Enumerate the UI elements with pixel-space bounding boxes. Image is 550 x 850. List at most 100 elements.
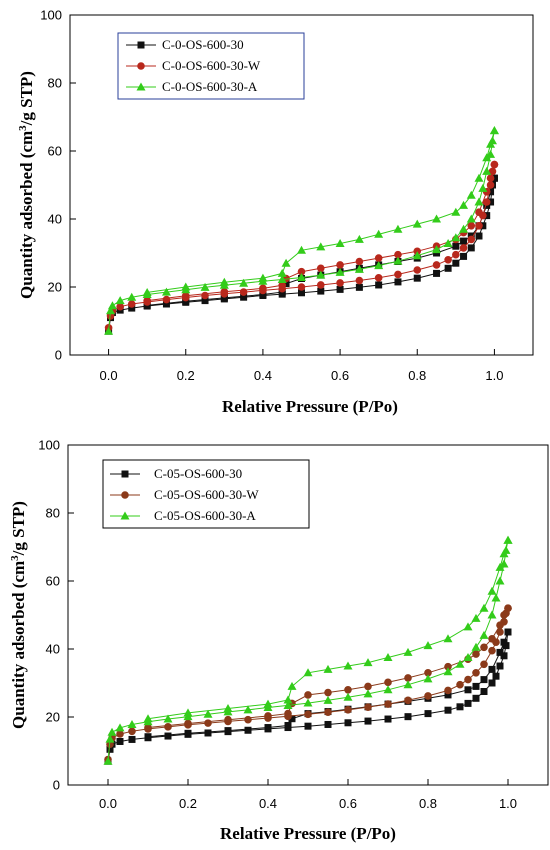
x-tick-label: 0.0 bbox=[99, 796, 117, 811]
data-point bbox=[496, 662, 504, 670]
data-point bbox=[364, 717, 372, 725]
data-point bbox=[336, 279, 344, 287]
data-point bbox=[354, 264, 364, 273]
data-point bbox=[384, 700, 392, 708]
series-line-desorption bbox=[147, 164, 495, 302]
data-point bbox=[490, 174, 498, 182]
data-point bbox=[344, 719, 352, 727]
data-point bbox=[432, 261, 441, 269]
data-point bbox=[500, 652, 508, 660]
data-point bbox=[491, 593, 501, 602]
data-point bbox=[486, 149, 496, 158]
data-point bbox=[452, 242, 460, 250]
data-point bbox=[480, 660, 488, 669]
data-point bbox=[467, 244, 475, 252]
data-point bbox=[184, 719, 192, 728]
data-point bbox=[443, 238, 453, 247]
data-point bbox=[471, 613, 481, 622]
legend-label-top-1: C-0-OS-600-30 bbox=[162, 37, 244, 52]
data-point bbox=[316, 281, 325, 289]
data-point bbox=[464, 686, 472, 694]
data-point bbox=[164, 732, 172, 740]
data-point bbox=[354, 234, 364, 243]
data-point bbox=[324, 688, 332, 697]
data-point bbox=[181, 292, 190, 300]
data-point bbox=[343, 661, 353, 670]
data-point bbox=[452, 250, 460, 259]
data-point bbox=[220, 294, 228, 302]
data-point bbox=[144, 733, 152, 741]
data-point bbox=[472, 694, 480, 702]
data-point bbox=[163, 714, 173, 723]
data-point bbox=[106, 745, 114, 753]
data-point bbox=[244, 715, 252, 724]
data-point bbox=[433, 269, 441, 277]
data-point bbox=[486, 174, 495, 182]
data-point bbox=[487, 198, 495, 206]
series-group-bottom bbox=[103, 535, 513, 765]
data-point bbox=[403, 680, 413, 689]
data-point bbox=[394, 250, 402, 259]
data-point bbox=[412, 219, 422, 228]
data-point bbox=[303, 698, 313, 707]
data-point bbox=[283, 695, 293, 704]
data-point bbox=[364, 703, 372, 711]
data-point bbox=[324, 720, 332, 728]
data-point bbox=[336, 261, 344, 269]
data-point bbox=[424, 710, 432, 718]
data-point bbox=[224, 715, 232, 724]
legend-marker bbox=[121, 491, 129, 499]
data-point bbox=[144, 723, 152, 732]
data-point bbox=[487, 610, 497, 619]
data-point bbox=[316, 264, 325, 273]
data-point bbox=[304, 710, 312, 719]
data-point bbox=[463, 653, 473, 661]
y-tick-label: 0 bbox=[55, 348, 62, 363]
data-point bbox=[115, 296, 125, 305]
data-point bbox=[107, 727, 117, 736]
y-tick-label: 100 bbox=[38, 438, 60, 453]
data-point bbox=[281, 258, 291, 267]
y-tick-label: 40 bbox=[46, 642, 60, 657]
data-point bbox=[475, 208, 483, 216]
data-point bbox=[480, 643, 488, 652]
data-point bbox=[116, 730, 124, 738]
data-point bbox=[466, 214, 476, 223]
data-point bbox=[142, 287, 152, 296]
data-point bbox=[383, 653, 393, 661]
legend-top: C-0-OS-600-30 C-0-OS-600-30-W C-0-OS-600… bbox=[117, 32, 305, 100]
data-point bbox=[486, 139, 496, 148]
y-axis-title-top: Quantity adsorbed (cm3/g STP) bbox=[17, 71, 36, 299]
legend-marker bbox=[120, 511, 130, 520]
data-point bbox=[224, 727, 232, 735]
data-point bbox=[162, 295, 171, 304]
data-point bbox=[344, 686, 352, 694]
data-point bbox=[201, 297, 209, 305]
data-point bbox=[499, 559, 509, 568]
data-point bbox=[161, 287, 171, 296]
data-point bbox=[259, 290, 267, 298]
x-axis-title-top: Relative Pressure (P/Po) bbox=[222, 397, 398, 416]
data-point bbox=[277, 268, 287, 277]
plot-frame-bottom bbox=[67, 444, 549, 786]
data-point bbox=[164, 723, 172, 731]
legend-marker bbox=[136, 82, 146, 91]
data-point bbox=[490, 160, 499, 169]
data-point bbox=[444, 691, 452, 699]
data-point bbox=[335, 267, 345, 276]
data-point bbox=[456, 703, 464, 711]
data-point bbox=[115, 723, 125, 732]
data-point bbox=[500, 638, 508, 646]
data-point bbox=[496, 621, 504, 629]
data-point bbox=[201, 291, 209, 300]
data-point bbox=[364, 682, 372, 691]
data-point bbox=[355, 276, 364, 285]
data-point bbox=[504, 604, 512, 612]
data-point bbox=[496, 648, 504, 656]
data-point bbox=[374, 229, 384, 238]
data-point bbox=[404, 696, 412, 705]
data-point bbox=[297, 267, 306, 276]
data-point bbox=[480, 676, 488, 684]
data-point bbox=[127, 300, 136, 308]
data-point bbox=[444, 255, 452, 264]
